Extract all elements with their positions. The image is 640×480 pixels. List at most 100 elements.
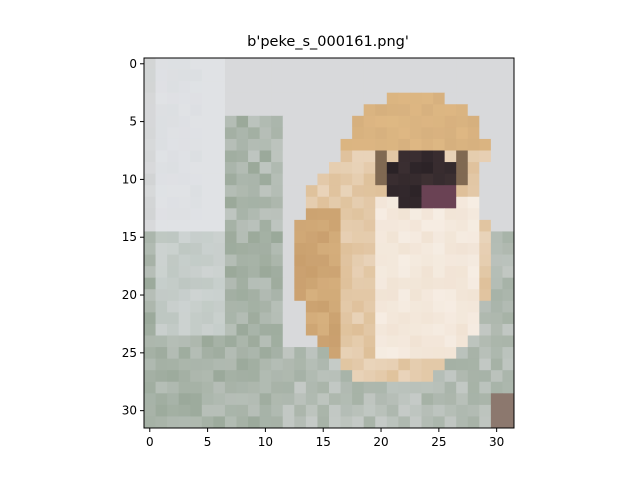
image-pixel xyxy=(421,92,434,105)
image-pixel xyxy=(271,104,284,117)
image-pixel xyxy=(294,231,307,244)
image-pixel xyxy=(444,335,457,348)
image-pixel xyxy=(259,370,272,383)
image-pixel xyxy=(236,300,249,313)
image-pixel xyxy=(467,277,480,290)
image-pixel xyxy=(479,393,492,406)
image-pixel xyxy=(167,289,180,302)
image-pixel xyxy=(294,185,307,198)
image-pixel xyxy=(167,277,180,290)
image-pixel xyxy=(317,115,330,128)
image-pixel xyxy=(433,185,446,198)
image-pixel xyxy=(490,162,503,175)
image-pixel xyxy=(490,404,503,417)
image-pixel xyxy=(224,300,237,313)
image-pixel xyxy=(456,173,469,186)
image-pixel xyxy=(375,254,388,267)
image-pixel xyxy=(248,323,261,336)
image-pixel xyxy=(456,219,469,232)
image-pixel xyxy=(386,185,399,198)
image-pixel xyxy=(444,266,457,279)
image-pixel xyxy=(421,289,434,302)
image-pixel xyxy=(398,185,411,198)
image-pixel xyxy=(444,81,457,94)
image-pixel xyxy=(502,231,514,244)
image-pixel xyxy=(467,347,480,360)
image-pixel xyxy=(375,69,388,82)
image-pixel xyxy=(502,416,514,428)
image-pixel xyxy=(363,358,376,371)
image-pixel xyxy=(224,219,237,232)
image-pixel xyxy=(213,289,226,302)
image-pixel xyxy=(329,69,341,82)
image-pixel xyxy=(236,104,249,117)
image-pixel xyxy=(317,266,330,279)
image-pixel xyxy=(317,185,330,198)
image-pixel xyxy=(479,219,492,232)
image-pixel xyxy=(363,150,376,163)
image-pixel xyxy=(282,92,295,105)
image-pixel xyxy=(248,185,261,198)
image-pixel xyxy=(248,162,261,175)
image-pixel xyxy=(433,150,446,163)
image-pixel xyxy=(490,358,503,371)
image-pixel xyxy=(294,370,307,383)
image-pixel xyxy=(294,196,307,209)
image-pixel xyxy=(502,219,514,232)
image-pixel xyxy=(305,138,318,151)
image-pixel xyxy=(467,370,480,383)
image-pixel xyxy=(329,277,341,290)
image-pixel xyxy=(421,347,434,360)
image-pixel xyxy=(178,370,191,383)
image-pixel xyxy=(248,404,261,417)
image-pixel xyxy=(201,347,214,360)
image-pixel xyxy=(421,370,434,383)
image-pixel xyxy=(236,404,249,417)
image-pixel xyxy=(178,416,191,428)
image-pixel xyxy=(167,393,180,406)
image-pixel xyxy=(155,312,168,325)
image-pixel xyxy=(456,104,469,117)
image-pixel xyxy=(444,370,457,383)
image-pixel xyxy=(178,81,191,94)
image-pixel xyxy=(259,404,272,417)
image-pixel xyxy=(433,219,446,232)
image-pixel xyxy=(456,243,469,255)
image-pixel xyxy=(305,185,318,198)
image-pixel xyxy=(201,173,214,186)
image-pixel xyxy=(294,92,307,105)
image-pixel xyxy=(178,58,191,70)
image-pixel xyxy=(398,300,411,313)
image-pixel xyxy=(271,115,284,128)
image-pixel xyxy=(259,104,272,117)
image-pixel xyxy=(259,358,272,371)
image-pixel xyxy=(271,58,284,70)
image-pixel xyxy=(421,58,434,70)
image-pixel xyxy=(248,312,261,325)
image-pixel xyxy=(456,289,469,302)
image-pixel xyxy=(305,196,318,209)
image-pixel xyxy=(421,219,434,232)
image-pixel xyxy=(178,104,191,117)
image-pixel xyxy=(352,323,365,336)
image-pixel xyxy=(479,254,492,267)
image-pixel xyxy=(317,254,330,267)
image-pixel xyxy=(259,150,272,163)
image-pixel xyxy=(144,208,156,221)
image-pixel xyxy=(386,277,399,290)
image-pixel xyxy=(271,393,284,406)
image-pixel xyxy=(386,162,399,175)
image-pixel xyxy=(248,173,261,186)
image-pixel xyxy=(444,185,457,198)
image-pixel xyxy=(363,162,376,175)
image-pixel xyxy=(421,266,434,279)
image-pixel xyxy=(155,162,168,175)
image-pixel xyxy=(421,69,434,82)
image-pixel xyxy=(479,289,492,302)
image-pixel xyxy=(433,196,446,209)
image-pixel xyxy=(386,370,399,383)
image-pixel xyxy=(352,58,365,70)
image-pixel xyxy=(352,173,365,186)
image-pixel xyxy=(386,335,399,348)
image-pixel xyxy=(398,138,411,151)
